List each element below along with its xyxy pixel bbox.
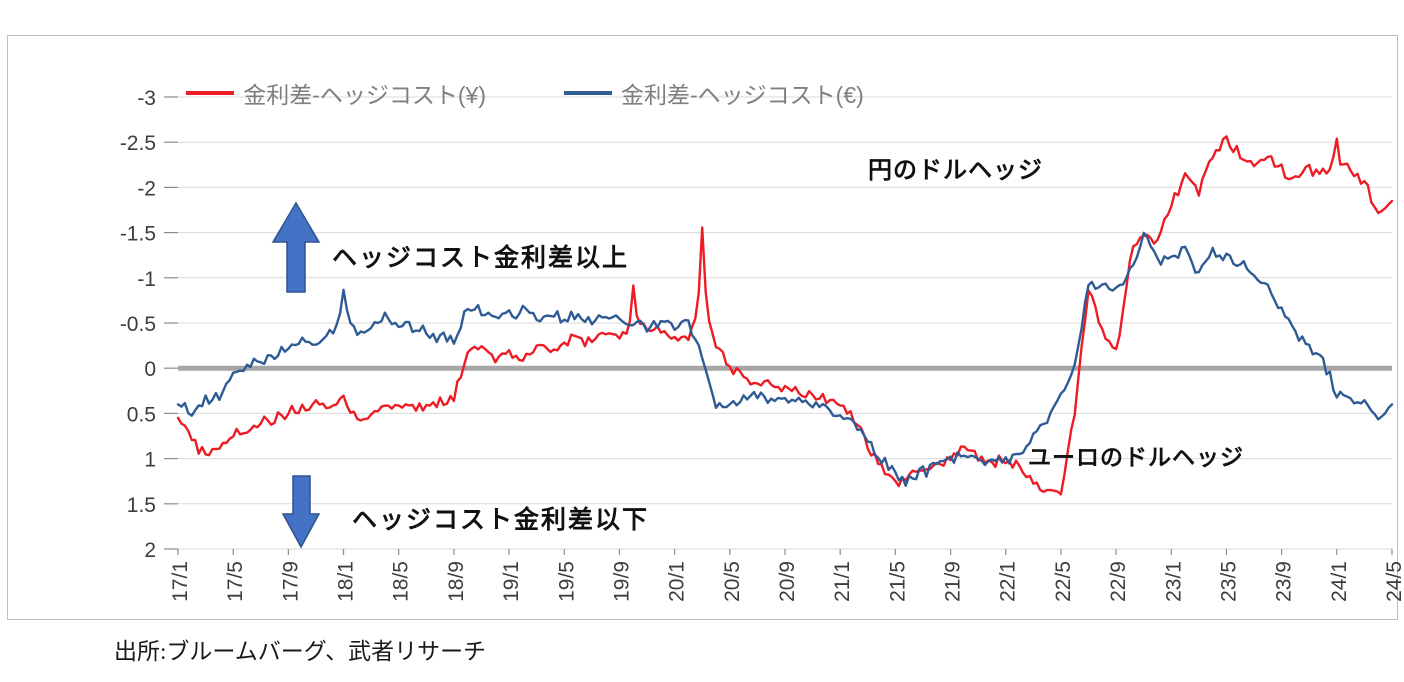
svg-text:20/5: 20/5 xyxy=(721,561,744,602)
svg-text:0: 0 xyxy=(144,358,156,381)
svg-text:24/1: 24/1 xyxy=(1328,561,1351,602)
svg-text:18/9: 18/9 xyxy=(445,561,468,602)
chart-border xyxy=(7,35,1398,620)
legend-item-yen[interactable]: 金利差-ヘッジコスト(¥) xyxy=(186,76,486,110)
svg-text:1: 1 xyxy=(144,449,156,472)
svg-text:22/5: 22/5 xyxy=(1052,561,1075,602)
svg-text:17/5: 17/5 xyxy=(224,561,247,602)
legend-label-euro: 金利差-ヘッジコスト(€) xyxy=(621,82,864,108)
svg-text:-1: -1 xyxy=(137,268,156,291)
source-note: 出所:ブルームバーグ、武者リサーチ xyxy=(114,639,487,664)
annotation-euro-dollar-hedge: ユーロのドルヘッジ xyxy=(1028,444,1244,470)
svg-text:17/9: 17/9 xyxy=(279,561,302,602)
svg-text:22/9: 22/9 xyxy=(1107,561,1130,602)
down-arrow-icon xyxy=(281,475,321,549)
svg-text:23/1: 23/1 xyxy=(1162,561,1185,602)
annotation-yen-dollar-hedge: 円のドルヘッジ xyxy=(868,157,1043,184)
svg-text:23/9: 23/9 xyxy=(1273,561,1296,602)
svg-text:18/1: 18/1 xyxy=(335,561,358,602)
svg-text:19/9: 19/9 xyxy=(610,561,633,602)
svg-text:-3: -3 xyxy=(137,87,156,110)
svg-text:21/1: 21/1 xyxy=(831,561,854,602)
svg-text:18/5: 18/5 xyxy=(390,561,413,602)
svg-text:21/5: 21/5 xyxy=(886,561,909,602)
svg-text:-1.5: -1.5 xyxy=(120,223,156,246)
legend-item-euro[interactable]: 金利差-ヘッジコスト(€) xyxy=(564,76,864,110)
svg-text:19/5: 19/5 xyxy=(555,561,578,602)
chart-legend: 金利差-ヘッジコスト(¥) 金利差-ヘッジコスト(€) xyxy=(0,76,1050,110)
svg-text:23/5: 23/5 xyxy=(1217,561,1240,602)
annotation-hedge-cost-below: ヘッジコスト金利差以下 xyxy=(352,506,650,534)
svg-text:-0.5: -0.5 xyxy=(120,313,156,336)
svg-text:20/1: 20/1 xyxy=(666,561,689,602)
legend-swatch-euro-line xyxy=(564,91,612,95)
svg-text:-2: -2 xyxy=(137,177,156,200)
svg-text:24/5: 24/5 xyxy=(1383,561,1404,602)
svg-text:20/9: 20/9 xyxy=(776,561,799,602)
svg-text:0.5: 0.5 xyxy=(127,403,156,426)
svg-text:-2.5: -2.5 xyxy=(120,132,156,155)
svg-text:17/1: 17/1 xyxy=(169,561,192,602)
annotation-hedge-cost-above: ヘッジコスト金利差以上 xyxy=(332,244,630,272)
svg-text:1.5: 1.5 xyxy=(127,494,156,517)
svg-text:19/1: 19/1 xyxy=(500,561,523,602)
legend-label-yen: 金利差-ヘッジコスト(¥) xyxy=(243,82,486,108)
up-arrow-icon xyxy=(271,201,321,293)
legend-swatch-yen-line xyxy=(186,91,235,95)
svg-text:22/1: 22/1 xyxy=(997,561,1020,602)
svg-text:2: 2 xyxy=(144,539,156,562)
svg-text:21/9: 21/9 xyxy=(942,561,965,602)
